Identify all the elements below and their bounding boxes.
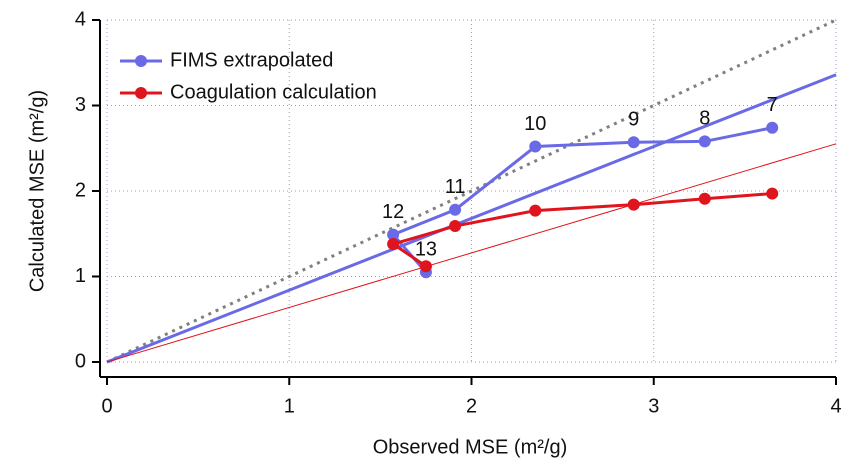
point-label: 11 [445, 176, 466, 198]
point [419, 260, 432, 273]
x-tick-label: 2 [466, 395, 477, 417]
y-tick-label: 4 [75, 8, 86, 30]
reference-line [106, 73, 837, 364]
point [627, 198, 640, 211]
series-line [390, 126, 773, 274]
legend-marker [135, 55, 147, 67]
point [387, 238, 400, 251]
point [449, 220, 462, 233]
x-tick-label: 1 [284, 395, 295, 417]
point [449, 203, 462, 216]
legend-label: FIMS extrapolated [170, 49, 333, 71]
point [698, 135, 711, 148]
point [766, 187, 779, 200]
point [529, 140, 542, 153]
point [387, 228, 400, 241]
point [766, 121, 779, 134]
x-tick-label: 4 [830, 395, 841, 417]
reference-line [106, 18, 837, 364]
y-tick-label: 1 [75, 265, 86, 287]
point-label: 12 [382, 201, 404, 223]
point [529, 204, 542, 217]
point-label: 10 [524, 113, 546, 135]
y-axis-label: Calculated MSE (m²/g) [26, 90, 48, 292]
point [627, 136, 640, 149]
x-tick-label: 3 [648, 395, 659, 417]
point-label: 13 [415, 239, 437, 261]
point [698, 192, 711, 205]
y-tick-label: 2 [75, 179, 86, 201]
legend-marker [135, 87, 147, 99]
point-label: 9 [628, 109, 639, 131]
legend-label: Coagulation calculation [170, 81, 377, 103]
y-tick-label: 0 [75, 350, 86, 372]
point-label: 8 [699, 108, 710, 130]
y-tick-label: 3 [75, 94, 86, 116]
x-axis-label: Observed MSE (m²/g) [373, 436, 567, 458]
x-tick-label: 0 [101, 395, 112, 417]
point-label: 7 [767, 94, 778, 116]
reference-line [106, 143, 837, 363]
series-line [389, 192, 773, 268]
